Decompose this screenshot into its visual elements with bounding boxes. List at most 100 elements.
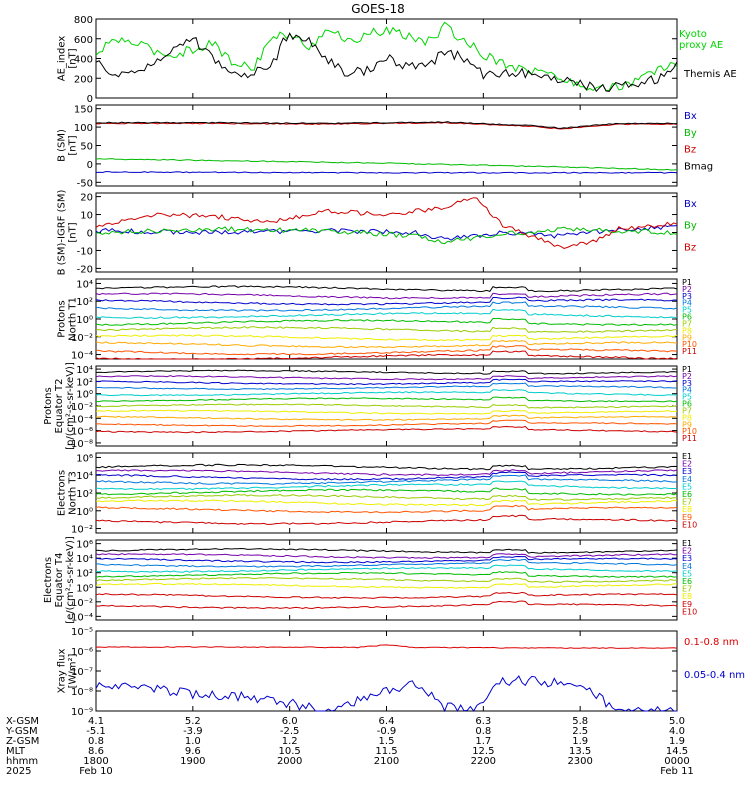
y-axis-label: Protons [57, 300, 68, 337]
footer-value: 5.8 [572, 716, 588, 727]
legend-entry: Themis AE [683, 69, 737, 80]
footer-value: 2000 [277, 756, 302, 767]
y-tick-label: 10⁻⁷ [71, 667, 93, 678]
legend-entry: E2 [682, 547, 692, 556]
footer-value: 1.9 [572, 736, 588, 747]
series-line-e7 [95, 493, 678, 501]
y-tick-label: 10² [76, 569, 93, 580]
series-line-e5 [95, 564, 678, 573]
y-axis-label: [W/m²] [68, 653, 79, 688]
y-tick-label: 200 [74, 74, 93, 85]
series-line-p7 [95, 403, 678, 409]
legend-entry: P7 [682, 319, 692, 328]
y-tick-label: 600 [74, 35, 93, 46]
legend-entry: P10 [682, 427, 697, 436]
footer-row-label: 2025 [6, 766, 31, 777]
y-tick-label: 10⁻⁸ [71, 687, 93, 698]
legend-entry: E3 [682, 554, 692, 563]
legend-entry: E5 [682, 482, 692, 491]
series-line-e2 [95, 469, 678, 477]
legend-entry: Bz [684, 145, 696, 156]
series-line-p1 [96, 285, 678, 293]
legend-entry: P3 [682, 379, 692, 388]
legend-entry: E1 [682, 539, 692, 548]
legend-entry: P1 [682, 278, 692, 287]
y-tick-label: 10⁻⁶ [71, 427, 93, 438]
legend-entry: P5 [682, 393, 692, 402]
y-tick-label: -20 [77, 264, 93, 275]
legend-entry: 0.1-0.8 nm [684, 637, 739, 648]
series-line-p5 [95, 308, 678, 320]
y-tick-label: 10⁻² [71, 402, 93, 413]
y-axis-label: [nT] [68, 48, 79, 68]
y-tick-label: 10⁻² [71, 525, 93, 536]
footer-value: 6.0 [282, 716, 298, 727]
y-tick-label: 20 [80, 193, 93, 204]
legend-entry: P11 [682, 347, 697, 356]
y-axis-label: B (SM) [57, 129, 68, 162]
legend-entry: P11 [682, 434, 697, 443]
panel-bsm: -50 0 50 100 150 B (SM) [nT] Bx By Bz Bmag [57, 104, 713, 189]
series-line-p6 [95, 317, 678, 326]
series-line-p8 [95, 409, 678, 415]
panel-frame [95, 630, 678, 712]
footer-value: 1.5 [379, 736, 395, 747]
panel-p_t1: 10⁻⁴ 10⁻² 10⁰ 10² 10⁴ Protons North T1 P1P2P3P4… [57, 278, 698, 362]
footer-value: 2100 [374, 756, 399, 767]
series-line-e10 [95, 600, 678, 610]
y-axis-label: [nT] [68, 135, 79, 155]
legend-entry: E4 [682, 475, 692, 484]
legend-entry: P7 [682, 406, 692, 415]
footer-value: Feb 11 [660, 766, 694, 777]
legend-entry: P9 [682, 333, 692, 342]
legend-entry: P6 [682, 313, 692, 322]
y-axis-label: Protons [43, 387, 54, 424]
footer-value: -5.1 [86, 726, 106, 737]
y-axis-label: North T1 [68, 297, 79, 341]
series-line-p11 [95, 350, 678, 360]
y-tick-label: 10⁻⁶ [71, 647, 93, 658]
panel-frame [95, 18, 678, 99]
legend-entry: P10 [682, 340, 697, 349]
footer-value: 2300 [567, 756, 592, 767]
series-line-p3 [95, 378, 678, 386]
footer-value: 2.5 [572, 726, 588, 737]
y-tick-label: 10⁻⁸ [71, 439, 93, 450]
series-line-kyoto-proxy-ae [95, 21, 678, 92]
legend-entry: E9 [682, 600, 692, 609]
series-line-e10 [95, 514, 678, 525]
series-line-e7 [95, 577, 678, 584]
series-line-themis-ae [95, 32, 678, 93]
legend-entry: E8 [682, 592, 692, 601]
series-line-p4 [95, 301, 678, 312]
y-tick-label: -50 [77, 178, 93, 189]
y-tick-label: 10⁻⁹ [71, 707, 93, 718]
footer-value: 1.7 [475, 736, 491, 747]
y-tick-label: 10⁰ [76, 315, 93, 326]
series-line-p3 [95, 296, 678, 306]
legend-entry: Bmag [684, 161, 713, 172]
series-line-e9 [95, 504, 678, 514]
y-axis-label: AE_index [57, 36, 68, 82]
legend-entry: P5 [682, 306, 692, 315]
y-tick-label: 100 [74, 123, 93, 134]
footer-value: 1.0 [185, 736, 201, 747]
y-axis-label: North T3 [68, 471, 79, 515]
footer-value: 1900 [180, 756, 205, 767]
series-line-p7 [95, 326, 678, 333]
y-axis-label: Xray flux [57, 649, 68, 694]
legend-entry: E7 [682, 498, 692, 507]
footer-value: 4.0 [669, 726, 685, 737]
series-line-p10 [95, 419, 678, 427]
legend-entry: E2 [682, 460, 692, 469]
series-line-p11 [95, 425, 678, 434]
footer-value: 6.3 [475, 716, 491, 727]
footer-value: 14.5 [666, 746, 688, 757]
legend-entry: P9 [682, 420, 692, 429]
series-line-p6 [96, 396, 678, 403]
panel-frame [95, 104, 678, 187]
